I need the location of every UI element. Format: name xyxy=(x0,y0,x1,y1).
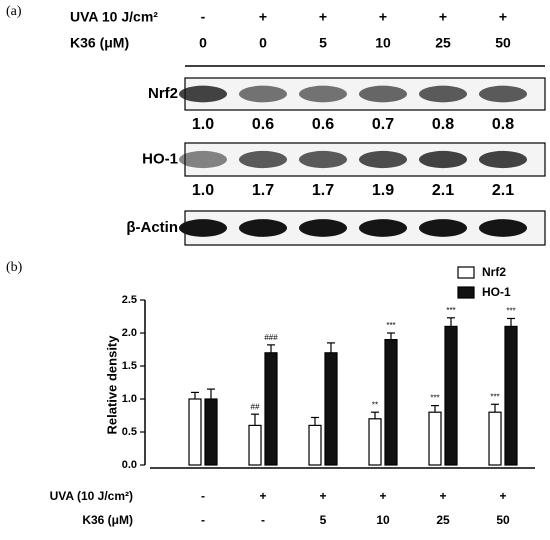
band-ratio: 1.0 xyxy=(192,182,214,199)
significance: *** xyxy=(490,392,499,401)
significance: *** xyxy=(506,307,515,316)
bar xyxy=(264,352,278,466)
treatment-level: + xyxy=(259,9,267,25)
band xyxy=(419,150,467,169)
bar xyxy=(428,411,442,466)
band-ratio: 0.8 xyxy=(492,116,514,133)
treatment-name: K36 (μM) xyxy=(70,35,129,51)
band xyxy=(419,219,467,237)
legend-swatch xyxy=(457,286,475,299)
condition-name: UVA (10 J/cm²) xyxy=(50,489,133,503)
condition-level: + xyxy=(439,489,446,503)
significance: *** xyxy=(446,306,455,315)
condition-level: - xyxy=(201,489,205,503)
treatment-level: 25 xyxy=(435,35,451,51)
bar xyxy=(308,424,322,466)
y-tick-label: 1.5 xyxy=(122,360,137,372)
significance: ## xyxy=(251,402,260,411)
condition-level: + xyxy=(499,489,506,503)
treatment-level: 5 xyxy=(319,35,327,51)
bar xyxy=(188,398,202,466)
band xyxy=(479,150,527,169)
band xyxy=(239,219,287,237)
condition-name: K36 (μM) xyxy=(82,513,133,527)
treatment-level: 0 xyxy=(259,35,267,51)
panel-label: (a) xyxy=(6,4,22,19)
band-ratio: 1.9 xyxy=(372,182,394,199)
protein-label: Nrf2 xyxy=(148,85,178,102)
legend-label: Nrf2 xyxy=(482,265,506,279)
y-tick-label: 0.0 xyxy=(122,459,137,471)
y-tick-label: 2.0 xyxy=(122,327,137,339)
band-ratio: 1.7 xyxy=(252,182,274,199)
bar xyxy=(444,325,458,466)
condition-level: + xyxy=(259,489,266,503)
band xyxy=(179,85,227,103)
band xyxy=(359,219,407,237)
significance: ** xyxy=(372,400,378,409)
band xyxy=(299,85,347,103)
condition-level: 5 xyxy=(320,513,327,527)
bar xyxy=(384,339,398,466)
band xyxy=(179,150,227,169)
treatment-level: + xyxy=(319,9,327,25)
treatment-level: + xyxy=(439,9,447,25)
legend-label: HO-1 xyxy=(482,285,511,299)
significance: *** xyxy=(386,321,395,330)
band xyxy=(299,219,347,237)
y-axis-label: Relative density xyxy=(104,335,119,435)
treatment-level: + xyxy=(499,9,507,25)
band xyxy=(179,219,227,237)
condition-level: 25 xyxy=(436,513,450,527)
condition-level: - xyxy=(201,513,205,527)
bar xyxy=(488,411,502,466)
band xyxy=(359,150,407,169)
bar xyxy=(368,418,382,466)
band xyxy=(239,85,287,103)
y-tick-label: 2.5 xyxy=(122,294,137,306)
bar xyxy=(248,424,262,466)
band-ratio: 0.6 xyxy=(312,116,334,133)
bar xyxy=(504,325,518,466)
protein-label: β-Actin xyxy=(126,219,178,236)
band-ratio: 0.8 xyxy=(432,116,454,133)
band xyxy=(239,150,287,169)
band xyxy=(479,219,527,237)
band xyxy=(359,85,407,103)
bar xyxy=(204,398,218,466)
bar xyxy=(324,352,338,466)
treatment-level: 50 xyxy=(495,35,511,51)
band-ratio: 1.0 xyxy=(192,116,214,133)
treatment-level: - xyxy=(201,9,206,25)
treatment-level: + xyxy=(379,9,387,25)
band-ratio: 0.7 xyxy=(372,116,394,133)
band-ratio: 2.1 xyxy=(432,182,454,199)
condition-level: - xyxy=(261,513,265,527)
y-tick-label: 1.0 xyxy=(122,393,137,405)
treatment-level: 10 xyxy=(375,35,391,51)
band-ratio: 2.1 xyxy=(492,182,514,199)
condition-level: 50 xyxy=(496,513,510,527)
treatment-name: UVA 10 J/cm² xyxy=(70,9,158,25)
y-tick-label: 0.5 xyxy=(122,426,137,438)
panel-label: (b) xyxy=(6,260,23,275)
band xyxy=(419,85,467,103)
protein-label: HO-1 xyxy=(142,150,178,167)
significance: ### xyxy=(264,333,278,342)
legend-swatch xyxy=(457,266,475,279)
band xyxy=(479,85,527,103)
condition-level: 10 xyxy=(376,513,390,527)
band xyxy=(299,150,347,169)
band-ratio: 0.6 xyxy=(252,116,274,133)
band-ratio: 1.7 xyxy=(312,182,334,199)
significance: *** xyxy=(430,394,439,403)
condition-level: + xyxy=(379,489,386,503)
treatment-level: 0 xyxy=(199,35,207,51)
condition-level: + xyxy=(319,489,326,503)
